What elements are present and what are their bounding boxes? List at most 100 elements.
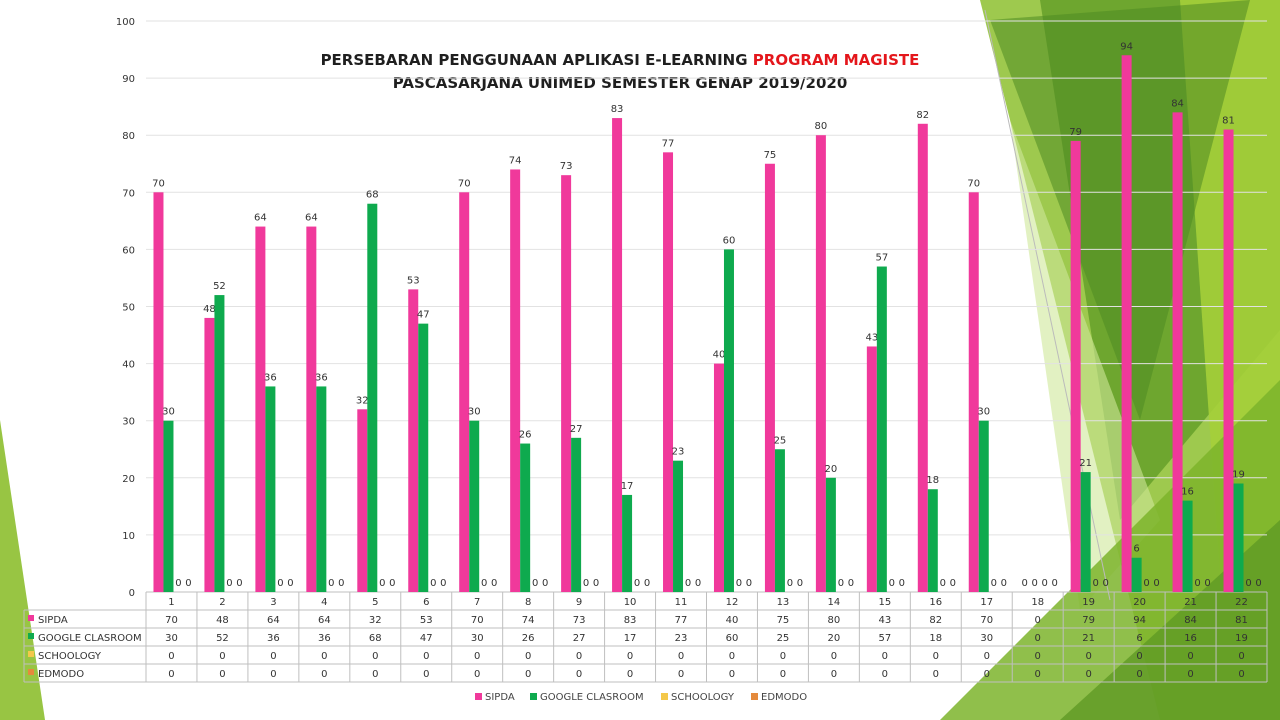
data-label: 64 (254, 213, 267, 224)
table-cell: 36 (267, 633, 280, 644)
table-cell: 60 (726, 633, 739, 644)
data-label: 70 (152, 178, 165, 189)
x-tick-label: 13 (777, 597, 790, 608)
data-label: 30 (468, 407, 481, 418)
bar-sipda (713, 363, 724, 592)
table-cell: 52 (216, 633, 229, 644)
y-tick-label: 70 (122, 188, 135, 199)
x-tick-label: 20 (1133, 597, 1146, 608)
table-cell: 0 (372, 669, 378, 680)
data-label: 0 (175, 578, 181, 589)
bar-sipda (663, 152, 674, 592)
data-label: 79 (1069, 127, 1082, 138)
data-label: 53 (407, 275, 420, 286)
table-cell: 0 (1035, 669, 1041, 680)
bar-sipda (255, 226, 266, 592)
table-cell: 57 (878, 633, 891, 644)
table-cell: 0 (1035, 651, 1041, 662)
data-label: 23 (672, 447, 685, 458)
bar-google-clasroom (469, 420, 480, 592)
data-label: 0 (1143, 578, 1149, 589)
bar-google-clasroom (316, 386, 327, 592)
table-cell: 18 (929, 633, 942, 644)
table-cell: 81 (1235, 615, 1248, 626)
data-label: 0 (1092, 578, 1098, 589)
table-cell: 82 (929, 615, 942, 626)
chart-title-line1: PERSEBARAN PENGGUNAAN APLIKASI E-LEARNIN… (320, 51, 920, 69)
table-cell: 0 (525, 651, 531, 662)
data-label: 94 (1120, 41, 1133, 52)
data-label: 0 (644, 578, 650, 589)
data-label: 0 (797, 578, 803, 589)
table-cell: 47 (420, 633, 433, 644)
table-cell: 0 (1136, 669, 1142, 680)
data-label: 0 (338, 578, 344, 589)
x-tick-label: 6 (423, 597, 429, 608)
legend-key (751, 693, 758, 700)
data-label: 18 (926, 475, 939, 486)
legend-key (530, 693, 537, 700)
data-label: 0 (736, 578, 742, 589)
data-label: 0 (991, 578, 997, 589)
table-cell: 32 (369, 615, 382, 626)
table-cell: 0 (474, 651, 480, 662)
table-cell: 30 (165, 633, 178, 644)
bar-google-clasroom (1131, 557, 1142, 592)
bar-google-clasroom (927, 489, 938, 592)
y-tick-label: 30 (122, 417, 135, 428)
data-label: 20 (825, 464, 838, 475)
data-label: 64 (305, 213, 318, 224)
data-label: 82 (916, 110, 929, 121)
data-label: 0 (634, 578, 640, 589)
table-cell: 0 (1238, 669, 1244, 680)
x-tick-label: 14 (828, 597, 841, 608)
table-cell: 0 (270, 651, 276, 662)
bar-google-clasroom (774, 449, 785, 592)
data-label: 0 (1194, 578, 1200, 589)
table-legend-key (28, 615, 34, 621)
bar-google-clasroom (418, 323, 429, 592)
table-cell: 0 (321, 651, 327, 662)
data-label: 68 (366, 190, 379, 201)
data-label: 0 (1245, 578, 1251, 589)
data-label: 32 (356, 395, 369, 406)
bar-sipda (153, 192, 164, 593)
data-label: 75 (764, 150, 777, 161)
bar-google-clasroom (571, 437, 582, 592)
data-label: 0 (1022, 578, 1028, 589)
y-tick-label: 90 (122, 74, 135, 85)
data-label: 81 (1222, 115, 1235, 126)
bar-sipda (968, 192, 979, 593)
table-cell: 30 (471, 633, 484, 644)
x-tick-label: 7 (474, 597, 480, 608)
data-label: 47 (417, 310, 430, 321)
data-label: 0 (940, 578, 946, 589)
table-cell: 0 (168, 651, 174, 662)
bar-sipda (561, 175, 572, 593)
bar-sipda (357, 409, 368, 592)
table-series-label: SIPDA (38, 615, 68, 626)
bar-sipda (917, 123, 928, 592)
table-cell: 0 (474, 669, 480, 680)
bar-google-clasroom (825, 477, 836, 592)
table-cell: 0 (576, 669, 582, 680)
bar-google-clasroom (673, 460, 684, 592)
data-label: 0 (542, 578, 548, 589)
bar-sipda (1223, 129, 1234, 593)
data-label: 25 (774, 435, 787, 446)
data-label: 0 (848, 578, 854, 589)
bar-sipda (1070, 140, 1081, 592)
table-cell: 0 (627, 669, 633, 680)
table-cell: 21 (1082, 633, 1095, 644)
y-tick-label: 60 (122, 245, 135, 256)
table-cell: 0 (780, 651, 786, 662)
data-label: 0 (277, 578, 283, 589)
bar-google-clasroom (978, 420, 989, 592)
bar-google-clasroom (876, 266, 887, 592)
legend-entry: GOOGLE CLASROOM (540, 692, 644, 703)
table-cell: 0 (1035, 615, 1041, 626)
data-label: 40 (713, 350, 726, 361)
data-label: 57 (875, 253, 888, 264)
data-label: 43 (865, 332, 878, 343)
table-cell: 0 (729, 669, 735, 680)
